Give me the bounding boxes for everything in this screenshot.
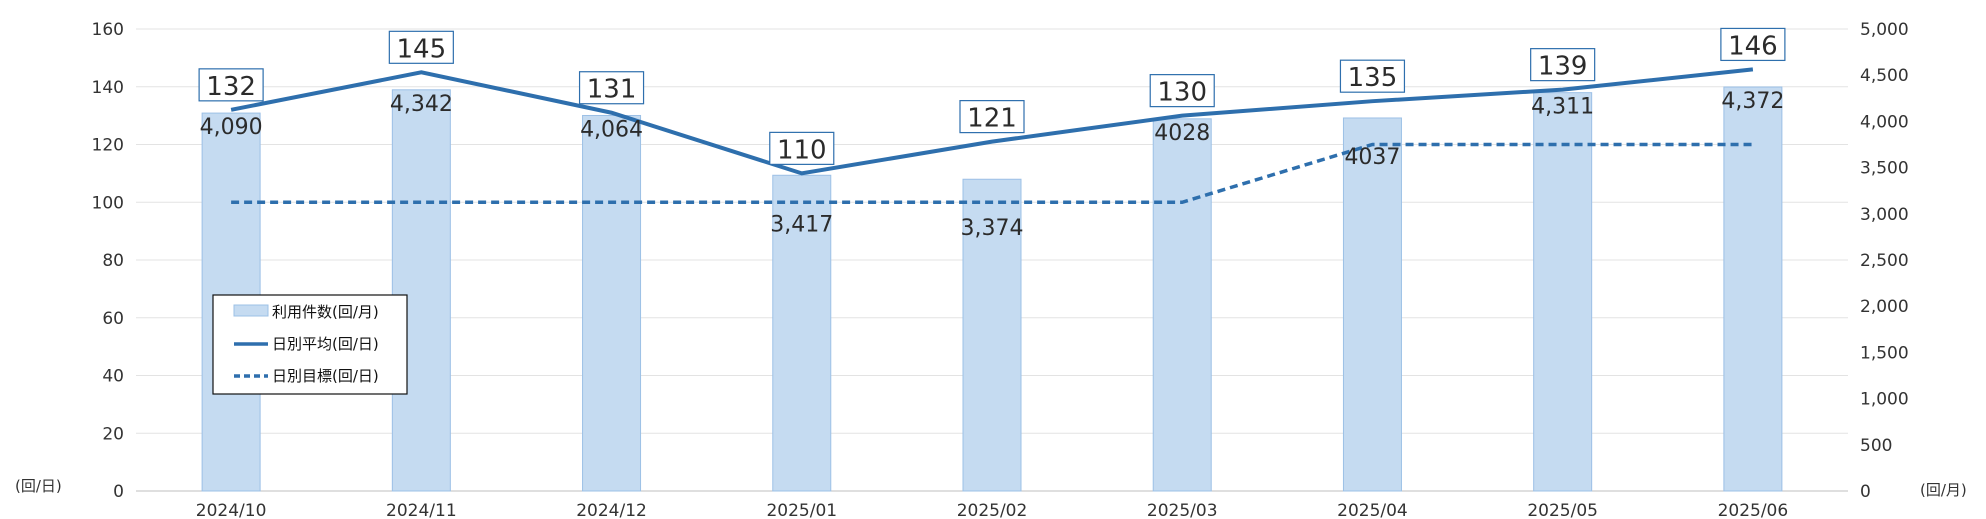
left-axis-tick-label: 120 <box>92 136 124 156</box>
bar <box>1342 117 1402 492</box>
bar-value-label: 4,311 <box>1531 95 1594 120</box>
right-axis-tick-label: 3,500 <box>1860 159 1909 179</box>
right-axis-tick-label: 1,500 <box>1860 343 1909 363</box>
bar-value-label: 4,342 <box>390 92 453 117</box>
bar <box>772 174 832 492</box>
line-series <box>230 67 1754 204</box>
left-axis-tick-label: 160 <box>92 20 124 40</box>
line-value-box <box>1530 48 1596 82</box>
right-axis-tick-label: 3,000 <box>1860 205 1909 225</box>
axes: 0 20 40 60 80 100 120 140 160 0 500 1,000 1,500 2,000… <box>15 20 1967 519</box>
right-axis-tick-label: 2,000 <box>1860 297 1909 317</box>
line-value-box <box>1149 74 1215 108</box>
line-value-box <box>578 71 645 105</box>
x-axis-tick-label: 2024/12 <box>576 501 647 519</box>
line-value-box <box>198 68 264 102</box>
x-axis-tick-label: 2025/06 <box>1718 501 1789 519</box>
x-axis-tick-label: 2025/01 <box>766 501 837 519</box>
line-value-label: 110 <box>777 135 827 165</box>
left-axis-tick-label: 0 <box>113 482 124 502</box>
line-value-label: 139 <box>1538 52 1588 82</box>
bar-value-label: 4,064 <box>580 117 643 142</box>
left-axis-tick-label: 100 <box>92 193 124 213</box>
bar-value-label: 4028 <box>1154 121 1210 146</box>
right-axis-tick-label: 4,000 <box>1860 112 1909 132</box>
right-axis-tick-label: 0 <box>1860 482 1871 502</box>
bar <box>1533 92 1593 492</box>
x-axis-tick-label: 2024/11 <box>386 501 457 519</box>
right-axis-tick-label: 1,000 <box>1860 390 1909 410</box>
line-value-box <box>388 30 454 64</box>
line-value-label: 131 <box>587 75 637 105</box>
left-axis-tick-label: 20 <box>102 424 124 444</box>
left-axis-tick-label: 60 <box>102 309 124 329</box>
line-value-label: 146 <box>1728 31 1778 61</box>
bar <box>391 89 451 492</box>
bar-value-label: 3,417 <box>770 212 833 237</box>
right-axis-tick-label: 5,000 <box>1860 20 1909 40</box>
legend-bar-label: 利用件数(回/月) <box>272 303 379 321</box>
line-value-box <box>959 100 1025 134</box>
bar-value-label: 4037 <box>1344 145 1400 170</box>
x-axis-tick-label: 2024/10 <box>196 501 267 519</box>
legend-line-label: 日別平均(回/日) <box>272 335 379 353</box>
line-value-label: 145 <box>397 34 447 64</box>
legend-bar-swatch <box>233 304 269 317</box>
line-value-label: 121 <box>967 104 1017 134</box>
right-axis-unit: (回/月) <box>1920 481 1967 499</box>
line-value-label: 132 <box>206 72 256 102</box>
x-axis-tick-label: 2025/03 <box>1147 501 1218 519</box>
line-value-label: 135 <box>1348 63 1398 93</box>
bar <box>582 114 642 492</box>
left-axis-tick-label: 140 <box>92 78 124 98</box>
line-value-box <box>1720 27 1786 62</box>
bar-series <box>201 86 1783 492</box>
right-axis-tick-label: 2,500 <box>1860 251 1909 271</box>
bar-value-label: 4,090 <box>200 115 263 140</box>
bar-value-label: 3,374 <box>961 216 1024 241</box>
bar <box>962 178 1022 492</box>
left-axis-unit: (回/日) <box>15 477 62 495</box>
left-axis-tick-label: 40 <box>102 367 124 387</box>
bar <box>1723 86 1783 492</box>
average-line <box>230 67 1754 176</box>
target-line <box>231 142 1753 204</box>
right-axis-tick-label: 500 <box>1860 436 1892 456</box>
line-value-box <box>769 131 835 165</box>
x-axis-tick-label: 2025/05 <box>1527 501 1598 519</box>
x-axis-tick-label: 2025/04 <box>1337 501 1408 519</box>
line-value-label: 130 <box>1157 78 1207 108</box>
bar <box>1152 118 1212 492</box>
bar-value-label: 4,372 <box>1721 89 1784 114</box>
data-labels: 4,090 4,342 4,064 3,417 3,374 4028 4037 4,311 4,… <box>198 27 1786 241</box>
legend: 利用件数(回/月) 日別平均(回/日) 日別目標(回/日) <box>212 294 408 395</box>
legend-dashed-label: 日別目標(回/日) <box>272 367 379 385</box>
line-value-box <box>1339 59 1406 93</box>
right-axis-tick-label: 4,500 <box>1860 66 1909 86</box>
left-axis-tick-label: 80 <box>102 251 124 271</box>
x-axis-tick-label: 2025/02 <box>957 501 1028 519</box>
